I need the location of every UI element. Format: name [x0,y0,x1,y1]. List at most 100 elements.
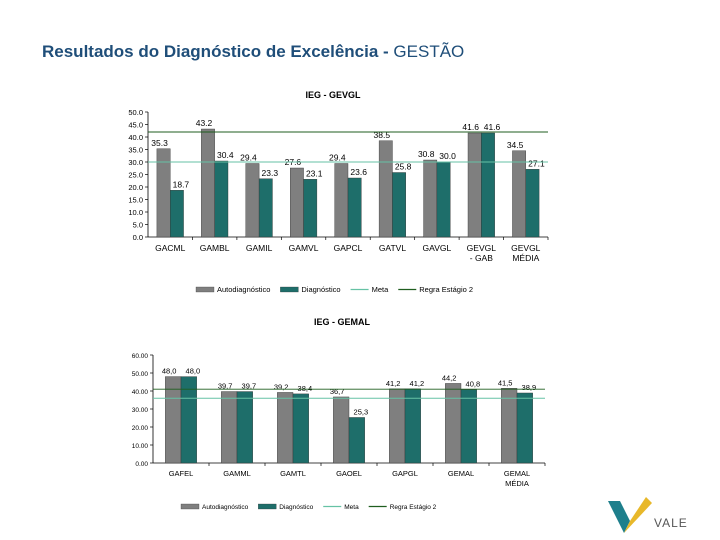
data-label: 18.7 [173,179,190,189]
bar-diagnostico [517,393,533,463]
data-label: 23.3 [262,168,279,178]
legend-swatch [280,287,298,292]
bar-autodiagnostico [512,151,525,237]
data-label: 41,2 [386,379,401,388]
data-label: 34.5 [507,140,524,150]
x-category-label: GAPGL [392,469,418,478]
y-tick-label: 5.0 [133,221,143,230]
x-category-label: GEMAL [504,469,530,478]
legend-swatch [258,504,276,509]
data-label: 23.1 [306,168,323,178]
data-label: 44,2 [442,373,457,382]
x-category-label: GAVGL [423,243,452,253]
data-label: 48,0 [162,367,177,376]
legend-label: Diagnóstico [301,285,340,294]
data-label: 36,7 [330,387,345,396]
x-category-label: GAMIL [246,243,273,253]
bar-diagnostico [259,179,272,237]
data-label: 25,3 [354,407,369,416]
data-label: 39,2 [274,382,289,391]
vale-logo: VALE [606,493,698,535]
y-tick-label: 45.0 [128,121,143,130]
y-tick-label: 35.0 [128,146,143,155]
x-category-label: GAMML [223,469,251,478]
bar-diagnostico [405,389,421,463]
x-category-label: - GAB [470,253,493,263]
x-category-label: GEVGL [467,243,497,253]
y-tick-label: 50.0 [128,108,143,117]
y-tick-label: 50.00 [132,371,149,378]
legend-label: Meta [372,285,390,294]
x-category-label: MÉDIA [512,253,539,263]
chart-title: IEG - GEMAL [314,317,371,327]
bar-autodiagnostico [201,129,214,237]
legend-swatch [181,504,199,509]
data-label: 30.8 [418,149,435,159]
data-label: 29.4 [329,153,346,163]
bar-diagnostico [237,392,253,463]
legend-label: Meta [344,504,359,511]
y-tick-label: 25.0 [128,171,143,180]
bar-diagnostico [170,190,183,237]
x-category-label: GAPCL [334,243,363,253]
data-label: 27.1 [528,158,545,168]
bar-autodiagnostico [389,389,405,463]
bar-autodiagnostico [501,388,517,463]
y-tick-label: 20.0 [128,183,143,192]
bar-diagnostico [348,178,361,237]
data-label: 40,8 [466,380,481,389]
legend-label: Autodiagnóstico [217,285,270,294]
y-tick-label: 40.0 [128,133,143,142]
x-category-label: GEMAL [448,469,474,478]
bar-diagnostico [526,169,539,237]
bar-autodiagnostico [290,168,303,237]
x-category-label: GAMBL [200,243,230,253]
data-label: 41.6 [484,122,501,132]
bar-autodiagnostico [221,392,237,463]
vale-v-logo-icon [608,497,652,533]
legend-label: Regra Estágio 2 [390,504,437,511]
data-label: 38.5 [374,130,391,140]
bar-diagnostico [461,390,477,463]
bar-diagnostico [392,173,405,238]
x-category-label: MÉDIA [505,479,529,488]
data-label: 43.2 [196,118,213,128]
bar-diagnostico [349,417,365,463]
y-tick-label: 15.0 [128,196,143,205]
bar-autodiagnostico [335,164,348,238]
data-label: 41,2 [410,379,425,388]
bar-autodiagnostico [468,133,481,237]
y-tick-label: 0.0 [133,233,143,242]
x-category-label: GEVGL [511,243,541,253]
bar-diagnostico [481,133,494,237]
x-category-label: GATVL [379,243,407,253]
bar-diagnostico [304,179,317,237]
data-label: 25.8 [395,162,412,172]
data-label: 38,4 [298,384,313,393]
legend-label: Autodiagnóstico [202,504,249,511]
data-label: 30.4 [217,150,234,160]
bar-diagnostico [437,162,450,237]
legend-swatch [196,287,214,292]
y-tick-label: 10.0 [128,208,143,217]
bar-autodiagnostico [333,397,349,463]
legend-label: Diagnóstico [279,504,313,511]
bar-autodiagnostico [246,164,259,238]
y-tick-label: 40.00 [132,389,149,396]
data-label: 38,9 [522,383,537,392]
data-label: 35.3 [151,138,168,148]
legend-label: Regra Estágio 2 [419,285,473,294]
x-category-label: GAFEL [169,469,194,478]
data-label: 30.0 [439,151,456,161]
y-tick-label: 30.00 [132,407,149,414]
bar-autodiagnostico [424,160,437,237]
logo-text: VALE [654,516,688,530]
y-tick-label: 10.00 [132,443,149,450]
y-tick-label: 60.00 [132,353,149,360]
chart-title: IEG - GEVGL [305,90,361,100]
bar-autodiagnostico [379,141,392,237]
data-label: 48,0 [186,367,201,376]
y-tick-label: 20.00 [132,425,149,432]
bar-diagnostico [215,161,228,237]
x-category-label: GAOEL [336,469,362,478]
